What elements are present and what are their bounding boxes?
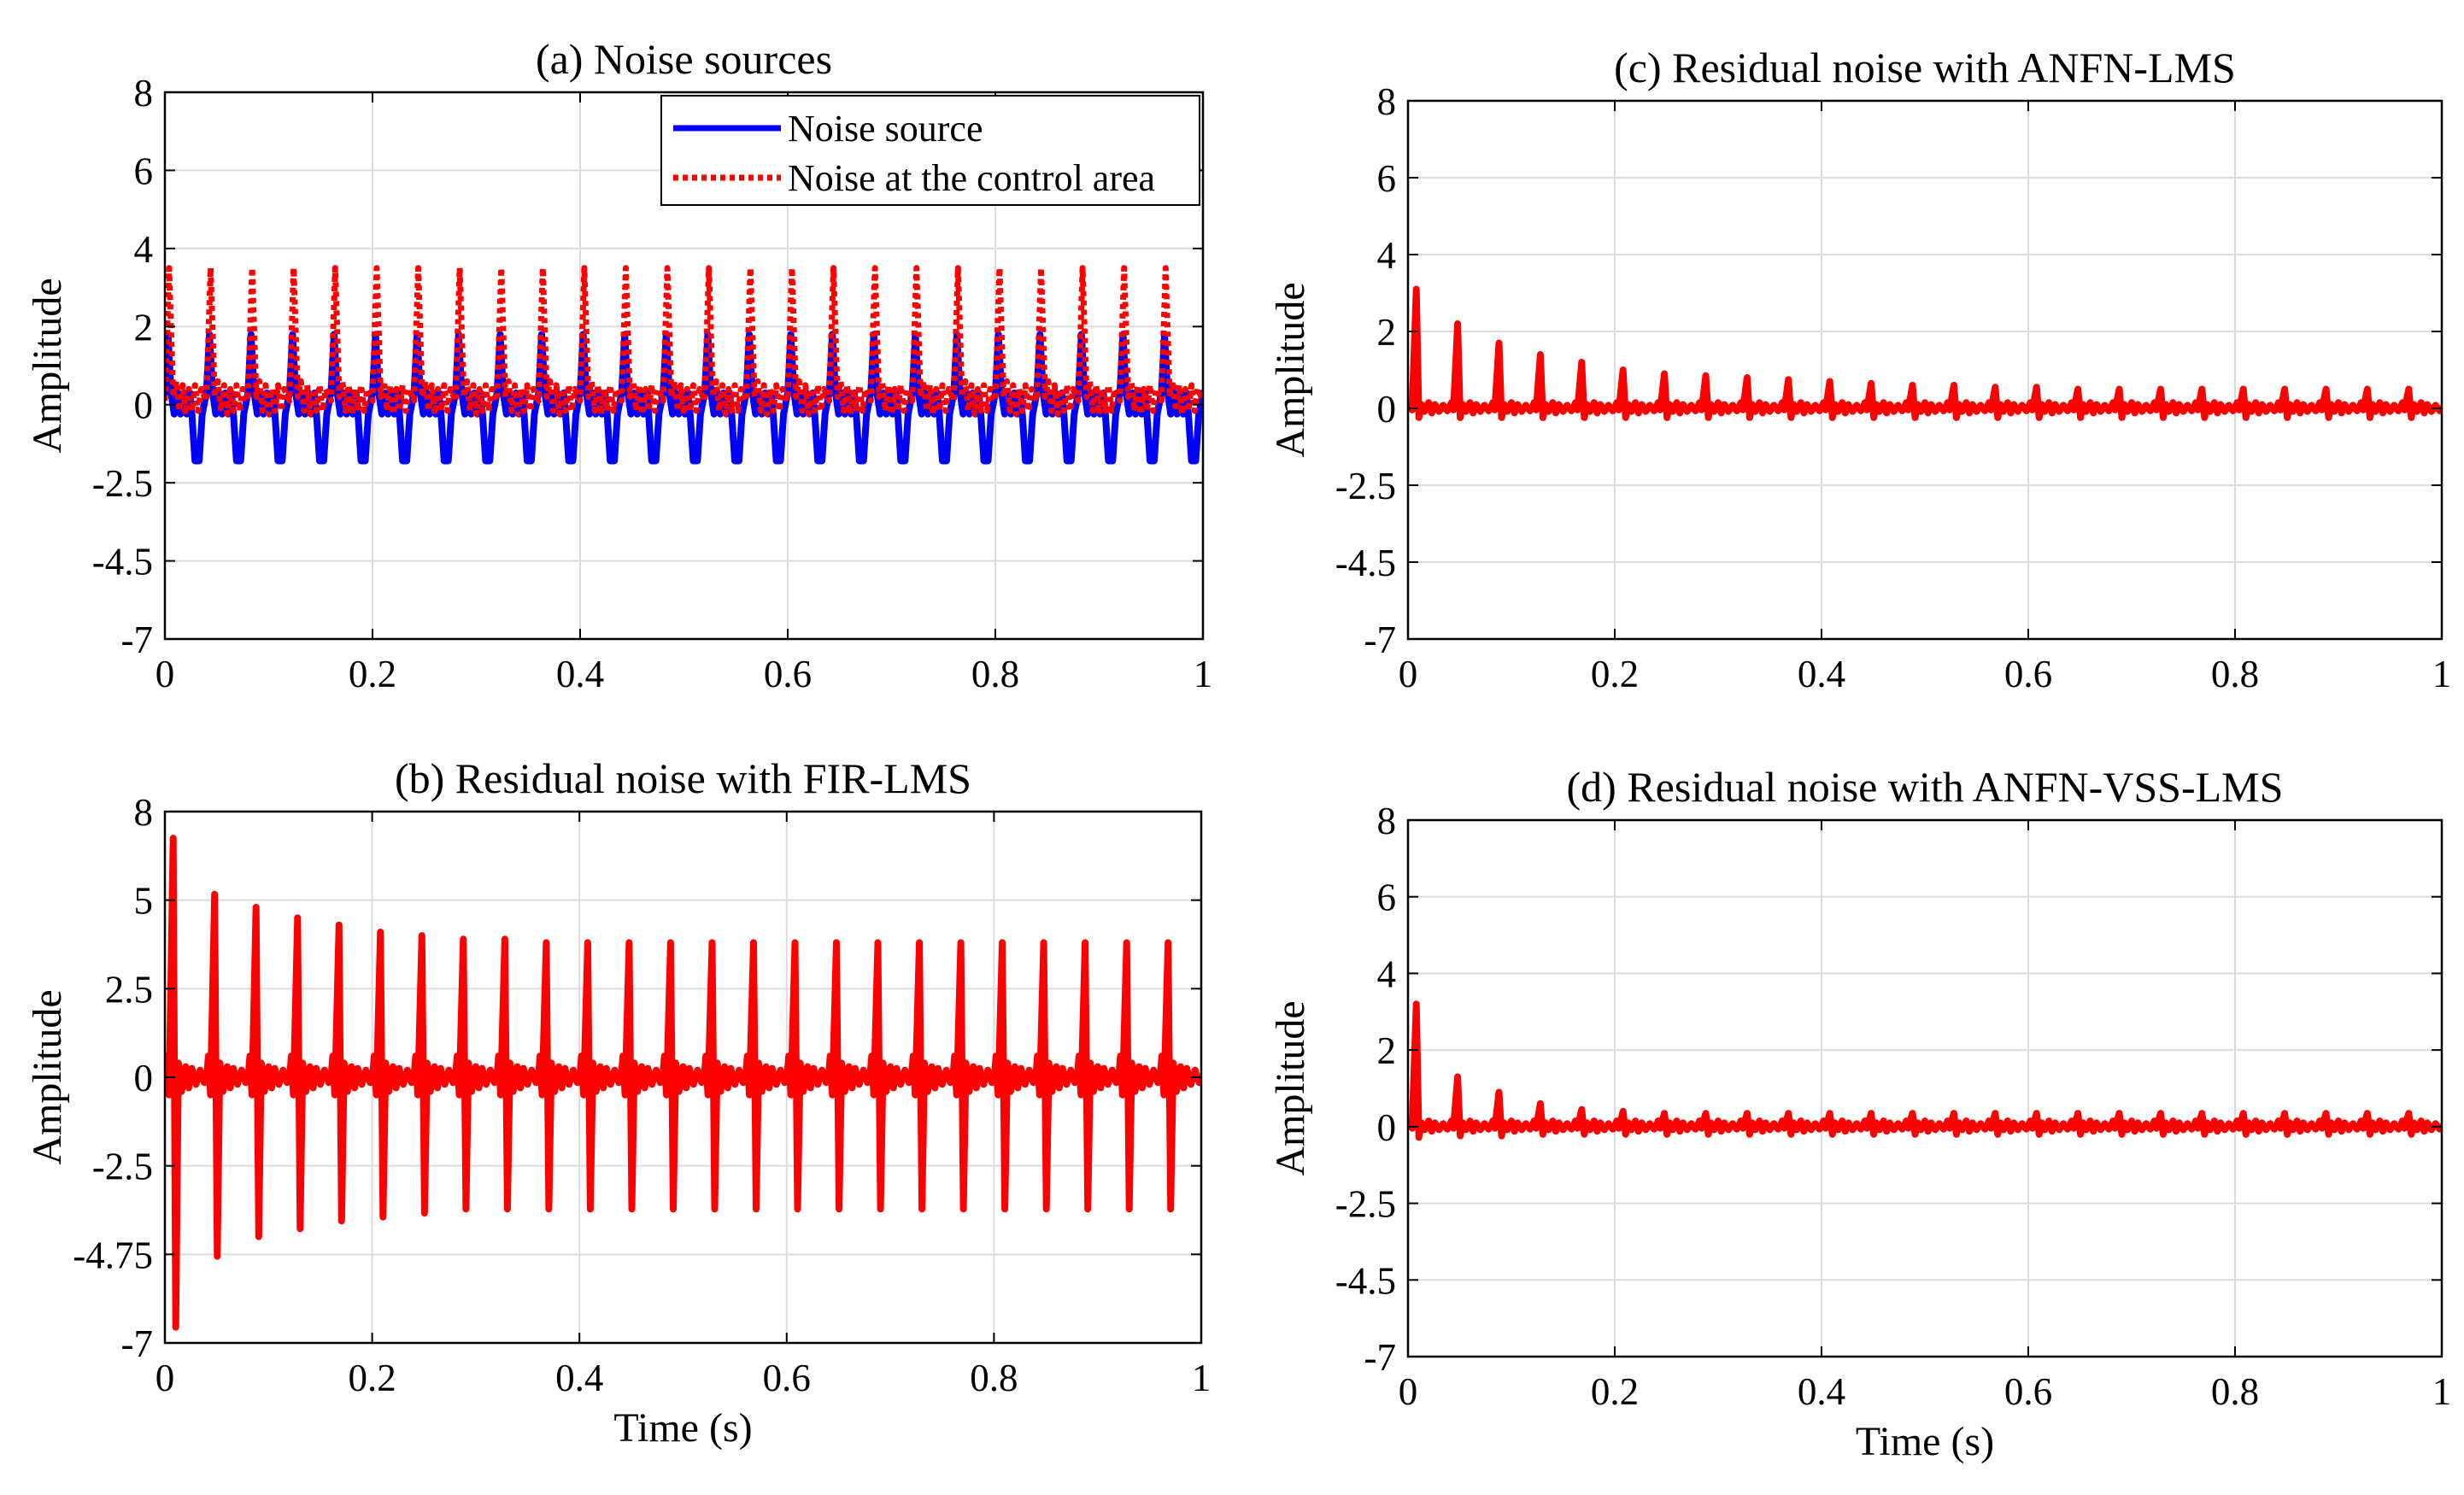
x-tick-label: 0	[1399, 653, 1418, 695]
x-tick-label: 1	[2432, 1370, 2452, 1413]
x-axis-label: Time (s)	[613, 1405, 752, 1451]
x-tick-label: 0.2	[349, 653, 396, 695]
y-axis-label: Amplitude	[1268, 1000, 1313, 1175]
legend-box	[660, 95, 1200, 206]
x-tick-label: 0	[155, 1357, 175, 1399]
panel-a: 0 0.2 0.4 0.6 0.8 1 8 6 4 2 0 -2.5 -4.5 -7 (a) Noise s…	[25, 35, 1212, 695]
y-tick-label: -7	[1364, 1336, 1397, 1379]
y-tick-label: 0	[1377, 1106, 1397, 1149]
y-tick-label: 5	[134, 880, 154, 923]
panel-b: 0 0.2 0.4 0.6 0.8 1 8 5 2.5 0 -2.5 -4.75 -7 (b) Resid…	[25, 754, 1211, 1451]
x-tick-label: 0.6	[2004, 653, 2052, 695]
x-tick-label: 0.8	[971, 653, 1019, 695]
legend: Noise source Noise at the control area	[660, 95, 1200, 206]
chart-title: (d) Residual noise with ANFN-VSS-LMS	[1567, 763, 2284, 811]
x-tick-label: 0.8	[2211, 1370, 2259, 1413]
y-tick-label: -7	[1364, 619, 1397, 661]
series-group	[1408, 285, 2442, 421]
y-tick-label: 4	[134, 228, 154, 271]
x-tick-label: 0.8	[2211, 653, 2259, 695]
y-tick-label: 6	[134, 150, 154, 192]
panel-d: 0 0.2 0.4 0.6 0.8 1 8 6 4 2 0 -2.5 -4.5 -7 (d) Residua…	[1268, 763, 2451, 1464]
series-group	[165, 265, 1203, 465]
legend-label: Noise source	[788, 108, 983, 150]
axes-box	[163, 91, 1205, 641]
y-tick-label: 8	[134, 791, 154, 834]
panel-c: 0 0.2 0.4 0.6 0.8 1 8 6 4 2 0 -2.5 -4.5 -7 (c) Residua…	[1268, 44, 2451, 695]
series-line-1	[1408, 285, 2442, 421]
axes-box	[1406, 818, 2443, 1358]
x-tick-label: 0.4	[1798, 653, 1845, 695]
y-tick-label: -7	[121, 619, 154, 661]
legend-label: Noise at the control area	[788, 157, 1155, 199]
y-tick-label: -4.5	[92, 541, 153, 583]
x-tick-label: 0.6	[764, 653, 812, 695]
plot-area	[1408, 820, 2442, 1357]
y-tick-label: -4.5	[1335, 542, 1396, 584]
y-tick-label: 8	[1377, 800, 1397, 842]
y-tick-label: 4	[1377, 953, 1397, 995]
y-tick-label: 2	[134, 306, 154, 349]
y-tick-label: -2.5	[92, 462, 153, 505]
series-line-1	[165, 835, 1201, 1331]
y-tick-label: -2.5	[1335, 1183, 1396, 1226]
x-tick-label: 1	[1194, 653, 1213, 695]
y-tick-label: -7	[121, 1322, 154, 1365]
y-tick-label: 8	[1377, 80, 1397, 123]
y-tick-label: 2.5	[105, 968, 153, 1011]
y-axis-label: Amplitude	[25, 278, 70, 453]
x-tick-label: 0.4	[555, 1357, 603, 1399]
x-tick-label: 0.2	[348, 1357, 396, 1399]
x-tick-label: 0.4	[1798, 1370, 1845, 1413]
y-axis-label: Amplitude	[1268, 282, 1313, 457]
x-tick-label: 0.6	[763, 1357, 811, 1399]
x-tick-label: 0.4	[556, 653, 604, 695]
y-tick-label: 0	[134, 384, 154, 427]
y-tick-label: -2.5	[92, 1146, 153, 1188]
series-line-2	[165, 265, 1203, 418]
x-tick-label: 1	[1192, 1357, 1211, 1399]
axes-box	[1406, 99, 2443, 641]
x-tick-label: 0.8	[970, 1357, 1018, 1399]
y-tick-label: -2.5	[1335, 465, 1396, 507]
y-tick-label: 0	[134, 1057, 154, 1099]
chart-title: (c) Residual noise with ANFN-LMS	[1614, 44, 2236, 91]
series-group	[165, 835, 1201, 1331]
y-tick-label: 0	[1377, 388, 1397, 431]
chart-title: (a) Noise sources	[536, 35, 832, 83]
y-tick-label: -4.75	[73, 1234, 153, 1276]
x-tick-label: 0	[155, 653, 175, 695]
y-tick-label: 6	[1377, 157, 1397, 200]
y-tick-label: 2	[1377, 311, 1397, 354]
chart-title: (b) Residual noise with FIR-LMS	[395, 754, 971, 802]
x-tick-label: 0.2	[1591, 1370, 1639, 1413]
x-tick-label: 0.6	[2004, 1370, 2052, 1413]
series-group	[1408, 1000, 2442, 1141]
series-line-1	[1408, 1000, 2442, 1141]
x-axis-label: Time (s)	[1856, 1419, 1994, 1464]
x-tick-label: 1	[2432, 653, 2452, 695]
plot-area	[1408, 101, 2442, 639]
x-tick-label: 0	[1399, 1370, 1418, 1413]
y-tick-label: 8	[134, 72, 154, 114]
y-tick-label: -4.5	[1335, 1259, 1396, 1302]
y-tick-label: 4	[1377, 234, 1397, 277]
y-tick-label: 2	[1377, 1029, 1397, 1072]
y-tick-label: 6	[1377, 876, 1397, 919]
x-tick-label: 0.2	[1591, 653, 1639, 695]
y-axis-label: Amplitude	[25, 989, 70, 1164]
